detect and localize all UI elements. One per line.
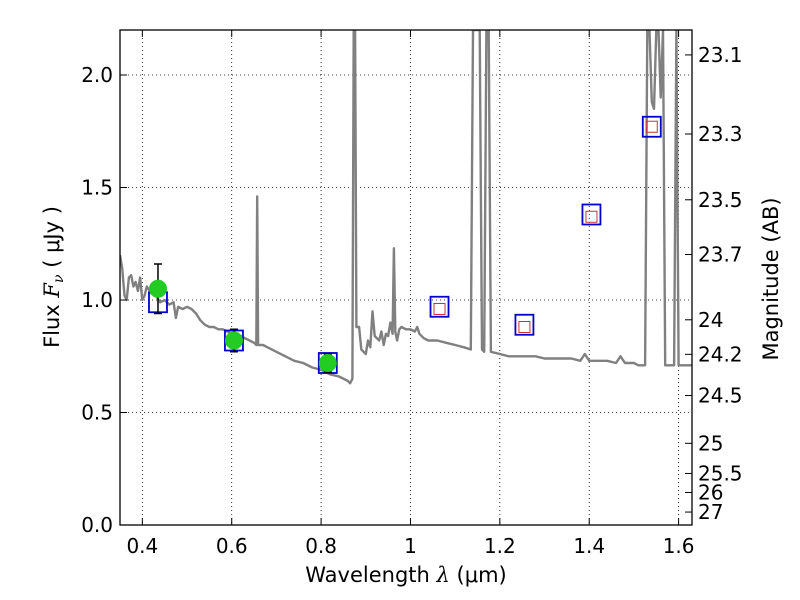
x-tick-label: 1.4 — [573, 534, 605, 558]
y2-tick-label: 24.5 — [698, 384, 743, 408]
x-tick-label: 1.2 — [484, 534, 516, 558]
model-photometry-layer — [148, 115, 662, 374]
observed-photometry-point — [224, 331, 243, 350]
model-photometry-marker — [581, 203, 602, 226]
gridlines — [120, 30, 692, 526]
spectrum-layer — [120, 30, 692, 385]
observed-photometry-point — [318, 354, 337, 372]
y2-tick-label: 24.2 — [698, 342, 743, 366]
plot-frame — [119, 29, 693, 526]
axis-ticks: 0.4 0.6 0.8 1 1.2 1.4 1.6 0.0 0.5 1.0 1.5 2.0 23.1 23… — [81, 30, 743, 558]
model-photometry-marker — [514, 313, 535, 336]
x-tick-label: 0.8 — [305, 534, 337, 558]
y2-tick-label: 23.5 — [698, 188, 743, 212]
y2-tick-label: 23.3 — [698, 122, 743, 146]
y-tick-label: 2.0 — [81, 63, 113, 87]
y2-tick-label: 23.7 — [698, 242, 743, 266]
y-tick-label: 1.0 — [81, 288, 113, 312]
y2-axis-title: Magnitude (AB) — [759, 197, 783, 360]
y-tick-label: 1.5 — [81, 176, 113, 200]
upper-limit-marker — [585, 210, 598, 223]
x-tick-label: 0.4 — [126, 534, 158, 558]
x-tick-label: 1.6 — [663, 534, 695, 558]
x-axis-title: Wavelength λ (μm) — [305, 563, 506, 587]
y2-tick-label: 24 — [698, 308, 723, 332]
upper-limit-layer — [433, 120, 658, 333]
y2-tick-label: 26 — [698, 480, 723, 504]
observed-photometry-point — [148, 279, 167, 298]
y-axis-title: Flux Fν ( μJy ) — [40, 206, 67, 348]
model-photometry-marker — [641, 115, 662, 138]
x-tick-label: 1 — [404, 534, 417, 558]
y2-tick-label: 25 — [698, 431, 723, 455]
y-tick-label: 0.0 — [81, 513, 113, 537]
y2-tick-label: 27 — [698, 500, 723, 524]
y-tick-label: 0.5 — [81, 401, 113, 425]
upper-limit-marker — [433, 303, 446, 315]
x-tick-label: 0.6 — [216, 534, 248, 558]
upper-limit-marker — [645, 120, 658, 133]
observed-photometry-layer — [148, 263, 337, 373]
spectrum-line — [120, 30, 692, 385]
y2-tick-label: 23.1 — [698, 43, 743, 67]
plot-area — [120, 30, 692, 385]
model-photometry-marker — [429, 295, 450, 318]
upper-limit-marker — [518, 321, 531, 333]
y2-tick-label: 25.5 — [698, 461, 743, 485]
